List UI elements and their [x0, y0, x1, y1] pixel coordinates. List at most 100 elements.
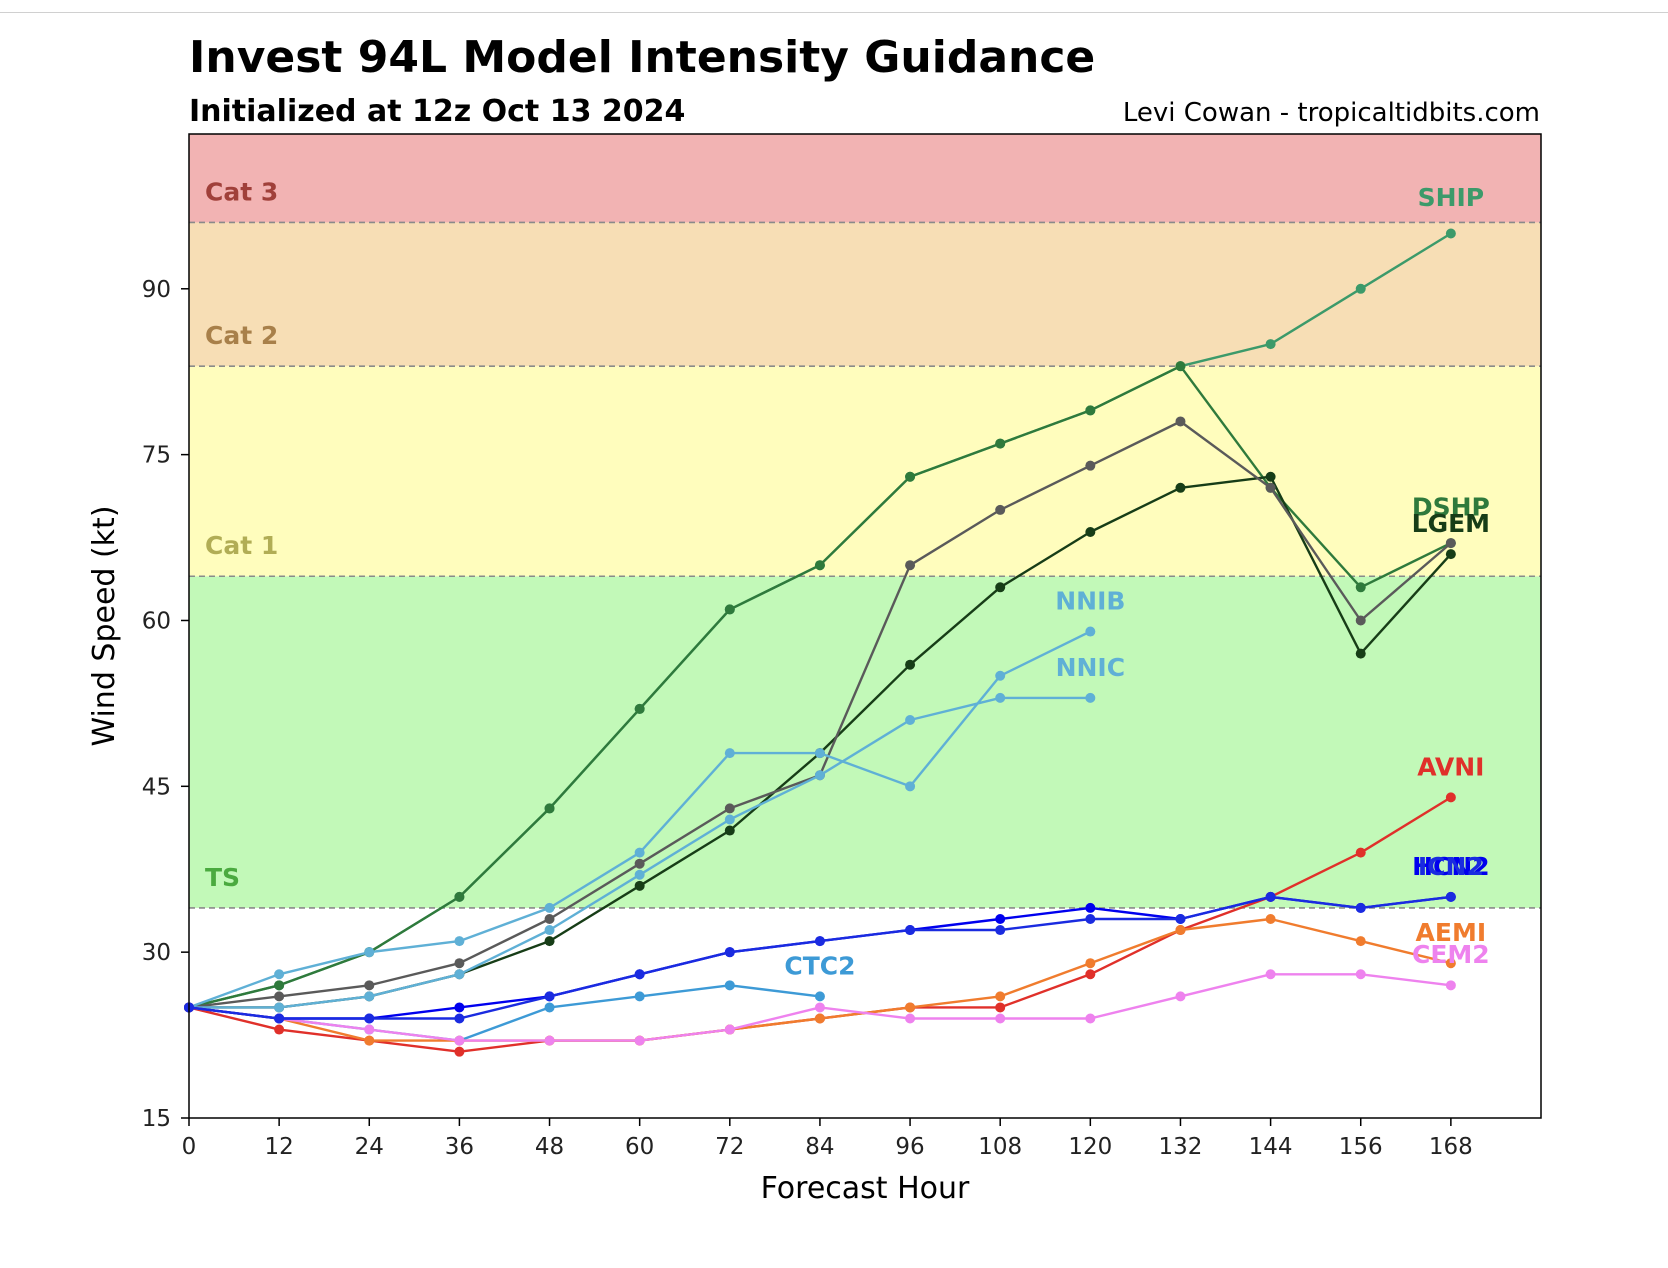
x-axis-ticks: 0 12 24 36 48 60 72 84 96 108 120 132 144 156 168 [182, 1118, 1473, 1160]
x-tick-label-2: 24 [355, 1134, 384, 1160]
series-11-point-10 [1085, 913, 1096, 924]
y-tick-label-1: 30 [142, 940, 171, 966]
band-1 [189, 576, 1541, 908]
series-3-point-13 [1355, 615, 1366, 626]
series-11-point-3 [454, 1013, 465, 1024]
series-2-point-11 [1175, 482, 1186, 493]
series-7-point-10 [1085, 969, 1096, 980]
series-6-point-7 [814, 991, 825, 1002]
band-label-2: Cat 1 [205, 531, 278, 560]
series-3-point-10 [1085, 460, 1096, 471]
band-4 [189, 134, 1541, 223]
series-0-point-12 [1265, 339, 1276, 350]
series-1-point-13 [1355, 582, 1366, 593]
model-label-3: NNIB [1055, 586, 1125, 615]
series-8-point-12 [1265, 913, 1276, 924]
series-9-point-2 [364, 1024, 375, 1035]
series-7-point-1 [274, 1024, 285, 1035]
series-4-point-2 [364, 947, 375, 958]
series-3-point-14 [1445, 538, 1456, 549]
model-label-2: LGEM [1412, 509, 1490, 538]
series-3-point-6 [724, 803, 735, 814]
series-1-point-10 [1085, 405, 1096, 416]
series-8-point-7 [814, 1013, 825, 1024]
series-11-point-13 [1355, 902, 1366, 913]
series-1-point-6 [724, 604, 735, 615]
series-4-point-7 [814, 748, 825, 759]
series-9-point-8 [905, 1013, 916, 1024]
band-label-4: Cat 3 [205, 177, 278, 206]
series-5-point-8 [905, 714, 916, 725]
model-label-1: DSHP [1412, 492, 1490, 521]
series-11-point-1 [274, 1013, 285, 1024]
series-7-point-13 [1355, 847, 1366, 858]
model-label-10: ICN2 [1418, 852, 1484, 881]
series-5-point-9 [995, 692, 1006, 703]
y-tick-label-2: 45 [142, 774, 171, 800]
series-8-point-14 [1445, 958, 1456, 969]
series-1-point-4 [544, 803, 555, 814]
series-3-point-3 [454, 958, 465, 969]
series-0-point-14 [1445, 228, 1456, 239]
series-4-point-10 [1085, 626, 1096, 637]
model-label-7: AEMI [1416, 918, 1487, 947]
y-tick-label-5: 90 [142, 277, 171, 303]
x-axis-label: Forecast Hour [761, 1171, 970, 1206]
x-tick-label-4: 48 [535, 1134, 564, 1160]
series-0-point-13 [1355, 283, 1366, 294]
top-divider [0, 12, 1668, 13]
series-6-point-6 [724, 980, 735, 991]
series-2-point-12 [1265, 471, 1276, 482]
chart-subtitle: Initialized at 12z Oct 13 2024 [189, 94, 686, 129]
series-9-point-12 [1265, 969, 1276, 980]
series-5-point-5 [634, 869, 645, 880]
series-3-point-11 [1175, 416, 1186, 427]
y-tick-label-3: 60 [142, 608, 171, 634]
series-11 [184, 891, 1456, 1024]
x-tick-label-0: 0 [182, 1134, 197, 1160]
series-11-point-9 [995, 925, 1006, 936]
y-tick-label-0: 15 [142, 1106, 171, 1132]
series-2-point-4 [544, 936, 555, 947]
series-9-point-4 [544, 1035, 555, 1046]
series-9-point-5 [634, 1035, 645, 1046]
series-7-point-9 [995, 1002, 1006, 1013]
series-4-point-9 [995, 670, 1006, 681]
model-label-5: CTC2 [784, 951, 855, 980]
series-9-point-6 [724, 1024, 735, 1035]
x-tick-label-3: 36 [445, 1134, 474, 1160]
series-9-point-7 [814, 1002, 825, 1013]
band-label-3: Cat 2 [205, 321, 278, 350]
y-axis-label: Wind Speed (kt) [87, 505, 122, 746]
model-label-9: HCN2 [1412, 852, 1490, 881]
series-9-point-3 [454, 1035, 465, 1046]
series-3-point-9 [995, 504, 1006, 515]
series-5-point-3 [454, 969, 465, 980]
series-11-point-2 [364, 1013, 375, 1024]
model-label-0: SHIP [1418, 183, 1485, 212]
series-2-point-6 [724, 825, 735, 836]
series-8-point-10 [1085, 958, 1096, 969]
band-labels: TS Cat 1 Cat 2 Cat 3 [205, 177, 278, 891]
series-11-point-4 [544, 991, 555, 1002]
series-8-point-9 [995, 991, 1006, 1002]
model-label-4: NNIC [1056, 653, 1126, 682]
series-1-point-11 [1175, 361, 1186, 372]
band-2 [189, 366, 1541, 577]
series-10-point-9 [995, 913, 1006, 924]
series-4-point-4 [544, 902, 555, 913]
series-4-point-5 [634, 847, 645, 858]
model-label-8: CEM2 [1412, 940, 1490, 969]
series-1-point-7 [814, 560, 825, 571]
series-5-point-1 [274, 1002, 285, 1013]
series-9-point-14 [1445, 980, 1456, 991]
series-10-point-3 [454, 1002, 465, 1013]
series-4-point-6 [724, 748, 735, 759]
x-tick-label-1: 12 [264, 1134, 293, 1160]
series-4-point-1 [274, 969, 285, 980]
series-11-point-5 [634, 969, 645, 980]
series-2-point-9 [995, 582, 1006, 593]
series-11-point-6 [724, 947, 735, 958]
series-2-point-14 [1445, 549, 1456, 560]
